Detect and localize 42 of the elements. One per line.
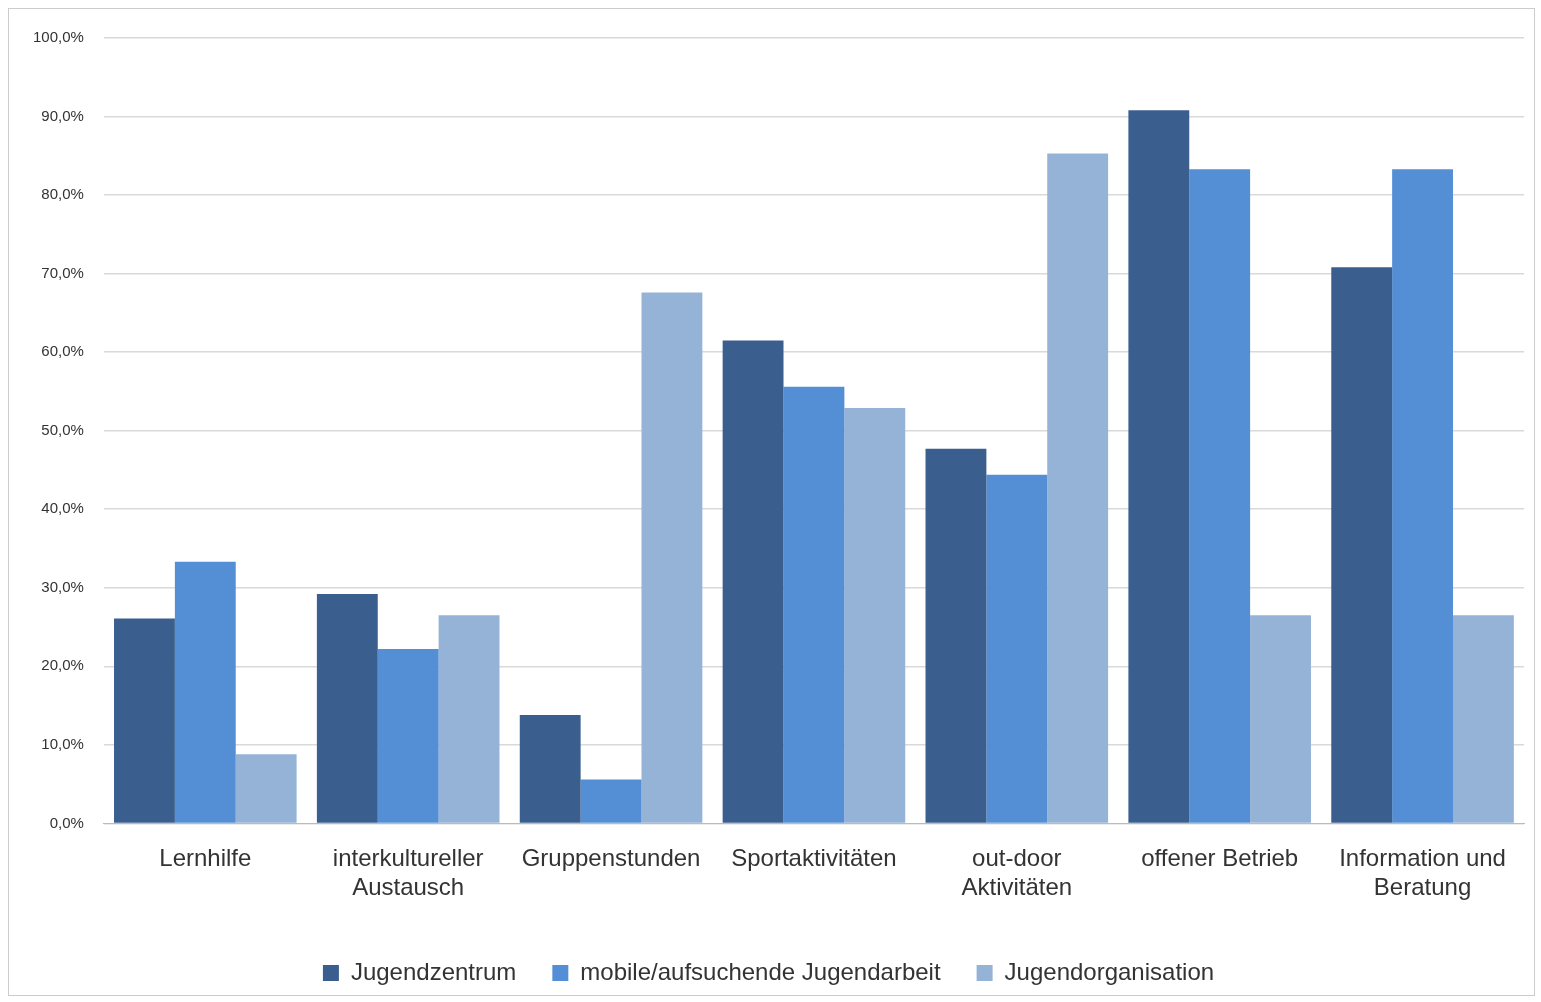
- bar: [1047, 153, 1109, 823]
- bar: [1331, 267, 1393, 823]
- y-tick-label: 60,0%: [41, 342, 84, 360]
- y-tick-label: 50,0%: [41, 420, 84, 438]
- bar: [316, 594, 378, 823]
- bar: [1452, 615, 1514, 823]
- bar: [438, 615, 500, 823]
- bar: [519, 715, 581, 823]
- bar: [986, 474, 1048, 823]
- x-tick-label: offener Betrieb: [1141, 844, 1299, 872]
- y-tick-label: 30,0%: [41, 577, 84, 595]
- bar: [844, 407, 906, 823]
- bar: [722, 340, 784, 823]
- bar: [641, 292, 703, 823]
- bar: [1392, 169, 1453, 823]
- y-tick-label: 90,0%: [41, 106, 84, 124]
- bar: [174, 561, 236, 823]
- x-tick-label: out-door Aktivitäten: [961, 844, 1073, 901]
- bar: [925, 448, 987, 823]
- bar: [1128, 110, 1190, 823]
- bar: [783, 386, 845, 823]
- x-tick-label: Lernhilfe: [159, 844, 252, 872]
- x-tick-label: Information und Beratung: [1339, 844, 1506, 901]
- y-tick-label: 10,0%: [41, 735, 84, 752]
- x-tick-label: Sportaktivitäten: [731, 844, 897, 872]
- bar: [1189, 169, 1251, 823]
- bar: [235, 754, 297, 823]
- legend-label: Jugendorganisation: [1004, 957, 1215, 985]
- y-tick-label: 80,0%: [41, 185, 84, 203]
- bar: [580, 779, 642, 823]
- x-tick-label: Gruppenstunden: [521, 844, 701, 872]
- legend-label: Jugendzentrum: [350, 957, 517, 985]
- legend-label: mobile/aufsuchende Jugendarbeit: [580, 957, 941, 985]
- bar: [377, 649, 439, 823]
- y-tick-label: 20,0%: [41, 656, 84, 674]
- bar: [1250, 615, 1311, 823]
- y-tick-label: 40,0%: [41, 499, 84, 517]
- y-tick-label: 70,0%: [41, 263, 84, 281]
- y-tick-label: 0,0%: [49, 813, 84, 831]
- bar: [114, 618, 175, 823]
- y-tick-label: 100,0%: [33, 28, 84, 46]
- x-tick-label: interkultureller Austausch: [332, 844, 484, 901]
